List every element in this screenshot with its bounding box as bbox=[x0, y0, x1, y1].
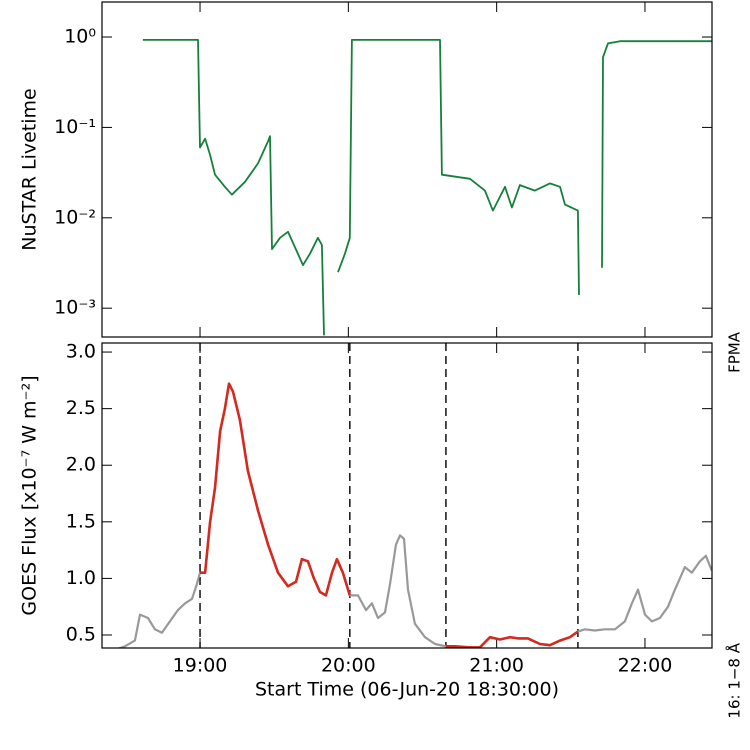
y-tick-label: 10⁻³ bbox=[54, 297, 96, 319]
plot-frame bbox=[101, 1, 713, 338]
x-tick-label: 20:00 bbox=[321, 655, 376, 677]
y-tick-label: 2.0 bbox=[66, 454, 96, 476]
y-tick-label: 1.5 bbox=[66, 510, 96, 532]
x-tick-label: 19:00 bbox=[173, 655, 228, 677]
legend-label: 16: 1−8 Å bbox=[725, 642, 744, 718]
y-tick-label: 10⁰ bbox=[64, 26, 96, 48]
data-line bbox=[116, 382, 712, 648]
y-tick-label: 10⁻¹ bbox=[54, 116, 96, 138]
y-tick-label: 3.0 bbox=[66, 341, 96, 363]
plot-area bbox=[142, 39, 712, 336]
y-axis-label: GOES Flux [x10⁻⁷ W m⁻²] bbox=[19, 375, 41, 615]
plot-area bbox=[116, 382, 712, 648]
y-tick-label: 10⁻² bbox=[54, 206, 96, 228]
y-tick-label: 1.0 bbox=[66, 567, 96, 589]
y-tick-label: 0.5 bbox=[66, 623, 96, 645]
data-line bbox=[142, 39, 712, 336]
x-axis-label: Start Time (06-Jun-20 18:30:00) bbox=[255, 679, 559, 701]
x-tick-label: 21:00 bbox=[469, 655, 524, 677]
y-tick-label: 2.5 bbox=[66, 397, 96, 419]
plot-frame bbox=[101, 342, 713, 649]
y-axis-label: NuSTAR Livetime bbox=[19, 88, 41, 250]
legend-label: FPMA bbox=[726, 331, 744, 373]
x-tick-label: 22:00 bbox=[618, 655, 673, 677]
data-line bbox=[200, 382, 579, 648]
